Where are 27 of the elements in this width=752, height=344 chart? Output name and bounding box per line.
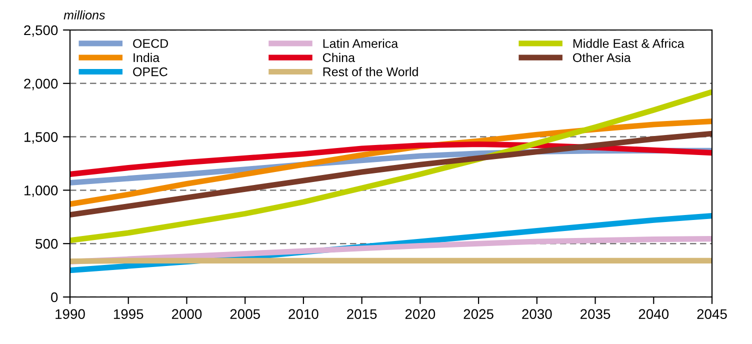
- x-tick-label: 2005: [230, 309, 260, 320]
- x-tick-label: 2045: [697, 309, 727, 320]
- legend-label: OECD: [133, 39, 168, 48]
- x-tick-label: 2015: [347, 309, 377, 320]
- y-tick-label: 1,500: [24, 132, 58, 144]
- legend-label: Latin America: [323, 38, 398, 48]
- legend-label: Middle East & Africa: [573, 38, 684, 48]
- y-tick-label: 1,000: [24, 186, 58, 198]
- x-tick-label: 1990: [56, 309, 85, 320]
- x-tick-label: 2000: [172, 309, 202, 320]
- y-tick-label: 2,500: [24, 25, 58, 37]
- x-tick-label: 2025: [464, 309, 494, 320]
- legend-label: China: [323, 52, 356, 62]
- x-tick-label: 1995: [114, 309, 144, 320]
- legend-label: Other Asia: [573, 52, 631, 62]
- y-tick-label: 0: [51, 292, 58, 302]
- x-tick-label: 2035: [580, 309, 610, 320]
- x-tick-label: 2040: [638, 309, 669, 320]
- legend-label: Rest of the World: [323, 67, 418, 76]
- y-tick-label: 500: [36, 238, 58, 249]
- x-tick-label: 2020: [405, 309, 436, 320]
- x-tick-label: 2010: [288, 309, 318, 320]
- legend-label: India: [134, 52, 160, 62]
- y-axis-title: millions: [64, 10, 105, 20]
- x-tick-label: 2030: [522, 309, 552, 320]
- y-tick-label: 2,000: [24, 78, 58, 90]
- legend-label: OPEC: [133, 67, 168, 76]
